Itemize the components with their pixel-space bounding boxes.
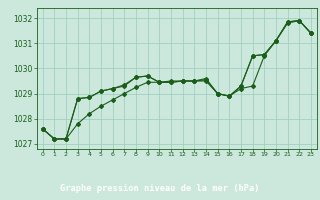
Text: Graphe pression niveau de la mer (hPa): Graphe pression niveau de la mer (hPa)	[60, 184, 260, 193]
